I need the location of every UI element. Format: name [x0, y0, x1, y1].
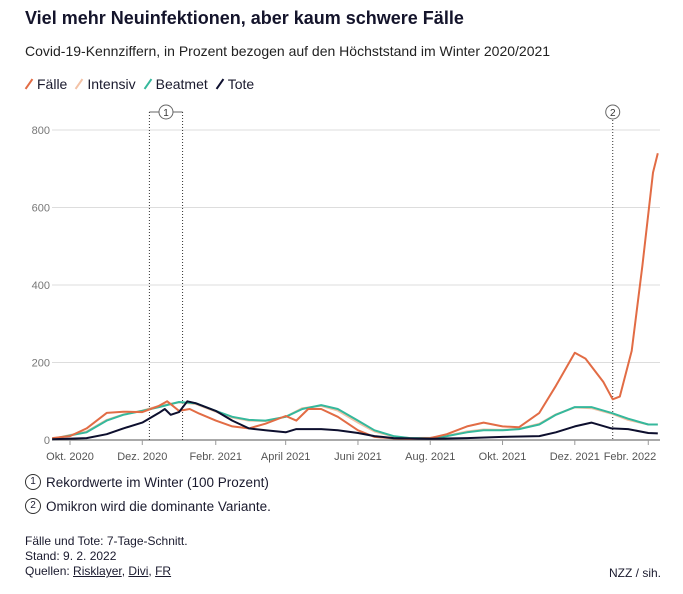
legend-item-beatmet: Beatmet: [143, 76, 208, 92]
x-tick-label: Okt. 2020: [46, 451, 94, 463]
legend-label: Fälle: [37, 76, 68, 92]
x-tick-label: Aug. 2021: [405, 451, 455, 463]
series-line-beatmet: [52, 401, 658, 440]
x-tick-label: Febr. 2022: [604, 451, 657, 463]
note-number: 1: [25, 474, 41, 490]
legend-item-faelle: Fälle: [24, 76, 68, 92]
note-1: 1 Rekordwerte im Winter (100 Prozent): [25, 474, 271, 490]
legend-label: Tote: [227, 76, 255, 92]
footer: Fälle und Tote: 7-Tage-Schnitt. Stand: 9…: [25, 534, 188, 579]
x-tick-label: Febr. 2021: [189, 451, 242, 463]
x-tick-label: Juni 2021: [334, 451, 382, 463]
annotation-marker: [158, 104, 174, 120]
note-2: 2 Omikron wird die dominante Variante.: [25, 498, 271, 514]
legend-item-intensiv: Intensiv: [75, 76, 136, 92]
legend-label: Beatmet: [155, 76, 208, 92]
line-chart: 0 200 400 600 800 Okt. 2020 Dez. 2020 Febr. 202…: [32, 104, 660, 463]
annotation-label: 1: [163, 108, 169, 119]
footer-method: Fälle und Tote: 7-Tage-Schnitt.: [25, 534, 188, 548]
chart-title: Viel mehr Neuinfektionen, aber kaum schw…: [25, 8, 464, 28]
sources-label: Quellen:: [25, 564, 70, 578]
y-tick-label: 200: [32, 358, 50, 370]
x-tick-label: Dez. 2021: [550, 451, 600, 463]
chart-subtitle: Covid-19-Kennziffern, in Prozent bezogen…: [25, 43, 551, 59]
source-link-fr[interactable]: FR: [155, 564, 172, 578]
credit: NZZ / sih.: [608, 566, 661, 580]
x-tick-label: Okt. 2021: [479, 451, 527, 463]
y-tick-label: 600: [32, 203, 50, 215]
series-line-fälle: [52, 153, 659, 440]
footer-date: Stand: 9. 2. 2022: [25, 549, 117, 563]
note-text: Rekordwerte im Winter (100 Prozent): [46, 474, 269, 490]
y-tick-label: 0: [44, 435, 50, 447]
y-tick-label: 800: [32, 125, 50, 137]
legend-item-tote: Tote: [215, 76, 255, 92]
annotation-label: 2: [610, 108, 616, 119]
source-link-divi[interactable]: Divi: [128, 564, 149, 578]
annotation-marker: [605, 104, 621, 120]
note-text: Omikron wird die dominante Variante.: [46, 498, 271, 514]
y-tick-label: 400: [32, 280, 50, 292]
legend: Fälle Intensiv Beatmet Tote: [24, 76, 255, 92]
footer-sources: Quellen: Risklayer, Divi, FR: [25, 564, 172, 578]
legend-label: Intensiv: [87, 76, 136, 92]
annotation-notes: 1 Rekordwerte im Winter (100 Prozent) 2 Om…: [25, 474, 271, 522]
x-tick-label: Dez. 2020: [117, 451, 167, 463]
series-line-tote: [52, 400, 658, 441]
x-tick-label: April 2021: [261, 451, 311, 463]
source-link-risklayer[interactable]: Risklayer: [73, 564, 122, 578]
note-number: 2: [25, 498, 41, 514]
